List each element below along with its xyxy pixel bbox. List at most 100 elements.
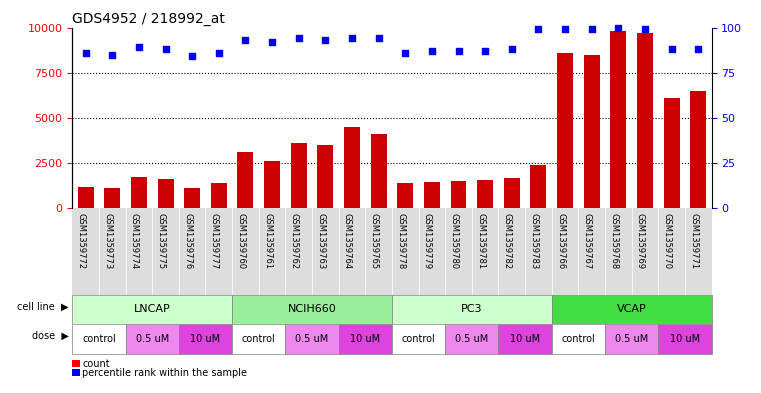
Text: 10 uM: 10 uM: [190, 334, 221, 344]
Bar: [232, 324, 285, 354]
Bar: [126, 324, 179, 354]
Bar: [637, 33, 653, 208]
Bar: [158, 179, 174, 208]
Point: [213, 50, 225, 56]
Text: GSM1359761: GSM1359761: [263, 213, 272, 269]
Text: GSM1359775: GSM1359775: [157, 213, 166, 269]
Text: 0.5 uM: 0.5 uM: [615, 334, 648, 344]
Text: VCAP: VCAP: [616, 305, 647, 314]
Text: GSM1359764: GSM1359764: [343, 213, 352, 269]
Bar: [397, 183, 413, 208]
Bar: [72, 295, 232, 324]
Point: [133, 44, 145, 51]
Text: GSM1359776: GSM1359776: [183, 213, 193, 269]
Text: GSM1359765: GSM1359765: [370, 213, 379, 269]
Bar: [78, 187, 94, 208]
Point: [346, 35, 358, 42]
Bar: [285, 324, 339, 354]
Bar: [530, 165, 546, 208]
Bar: [344, 127, 360, 208]
Text: control: control: [402, 334, 435, 344]
Bar: [658, 324, 712, 354]
Bar: [557, 53, 573, 208]
Text: GSM1359768: GSM1359768: [610, 213, 618, 269]
Text: GSM1359771: GSM1359771: [689, 213, 699, 269]
Point: [400, 50, 412, 56]
Text: LNCAP: LNCAP: [134, 305, 170, 314]
Text: GSM1359780: GSM1359780: [450, 213, 459, 269]
Bar: [584, 55, 600, 208]
Text: GSM1359772: GSM1359772: [77, 213, 86, 269]
Point: [639, 26, 651, 33]
Text: cell line  ▶: cell line ▶: [17, 301, 68, 312]
Bar: [392, 324, 445, 354]
Bar: [291, 143, 307, 208]
Bar: [232, 295, 392, 324]
Point: [666, 46, 678, 52]
Point: [240, 37, 252, 43]
Text: GSM1359770: GSM1359770: [663, 213, 672, 269]
Text: GSM1359769: GSM1359769: [636, 213, 645, 269]
Text: NCIH660: NCIH660: [288, 305, 336, 314]
Text: control: control: [242, 334, 275, 344]
Bar: [424, 182, 440, 208]
Point: [453, 48, 465, 54]
Text: 0.5 uM: 0.5 uM: [455, 334, 489, 344]
Bar: [179, 324, 232, 354]
Text: GSM1359778: GSM1359778: [396, 213, 406, 269]
Bar: [504, 178, 520, 208]
Bar: [605, 324, 658, 354]
Bar: [498, 324, 552, 354]
Point: [186, 53, 199, 60]
Bar: [317, 145, 333, 208]
Point: [693, 46, 705, 52]
Bar: [72, 324, 126, 354]
Text: GSM1359781: GSM1359781: [476, 213, 486, 269]
Point: [533, 26, 545, 33]
Text: GSM1359767: GSM1359767: [583, 213, 592, 269]
Text: GDS4952 / 218992_at: GDS4952 / 218992_at: [72, 13, 225, 26]
Text: GSM1359762: GSM1359762: [290, 213, 299, 269]
Bar: [237, 152, 253, 208]
Point: [506, 46, 518, 52]
Bar: [392, 295, 552, 324]
Text: GSM1359763: GSM1359763: [317, 213, 326, 269]
Point: [426, 48, 438, 54]
Point: [160, 46, 172, 52]
Point: [559, 26, 571, 33]
Bar: [610, 31, 626, 208]
Text: dose  ▶: dose ▶: [32, 331, 68, 341]
Bar: [104, 187, 120, 208]
Text: 10 uM: 10 uM: [510, 334, 540, 344]
Text: control: control: [82, 334, 116, 344]
Text: 10 uM: 10 uM: [670, 334, 700, 344]
Bar: [184, 188, 200, 208]
Text: 0.5 uM: 0.5 uM: [295, 334, 329, 344]
Bar: [451, 181, 466, 208]
Text: GSM1359766: GSM1359766: [556, 213, 565, 269]
Text: GSM1359783: GSM1359783: [530, 213, 539, 269]
Text: control: control: [562, 334, 595, 344]
Point: [320, 37, 332, 43]
Text: GSM1359779: GSM1359779: [423, 213, 432, 269]
Bar: [131, 177, 147, 208]
Text: GSM1359777: GSM1359777: [210, 213, 219, 269]
Bar: [211, 183, 227, 208]
Text: count: count: [82, 358, 110, 369]
Point: [266, 39, 279, 45]
Text: GSM1359782: GSM1359782: [503, 213, 512, 269]
Bar: [371, 134, 387, 208]
Text: PC3: PC3: [461, 305, 482, 314]
Point: [586, 26, 598, 33]
Bar: [477, 180, 493, 208]
Bar: [690, 91, 706, 208]
Bar: [664, 98, 680, 208]
Bar: [264, 161, 280, 208]
Point: [107, 51, 119, 58]
Point: [612, 24, 624, 31]
Point: [293, 35, 305, 42]
Text: 10 uM: 10 uM: [350, 334, 380, 344]
Text: GSM1359760: GSM1359760: [237, 213, 246, 269]
Bar: [552, 324, 605, 354]
Text: percentile rank within the sample: percentile rank within the sample: [82, 367, 247, 378]
